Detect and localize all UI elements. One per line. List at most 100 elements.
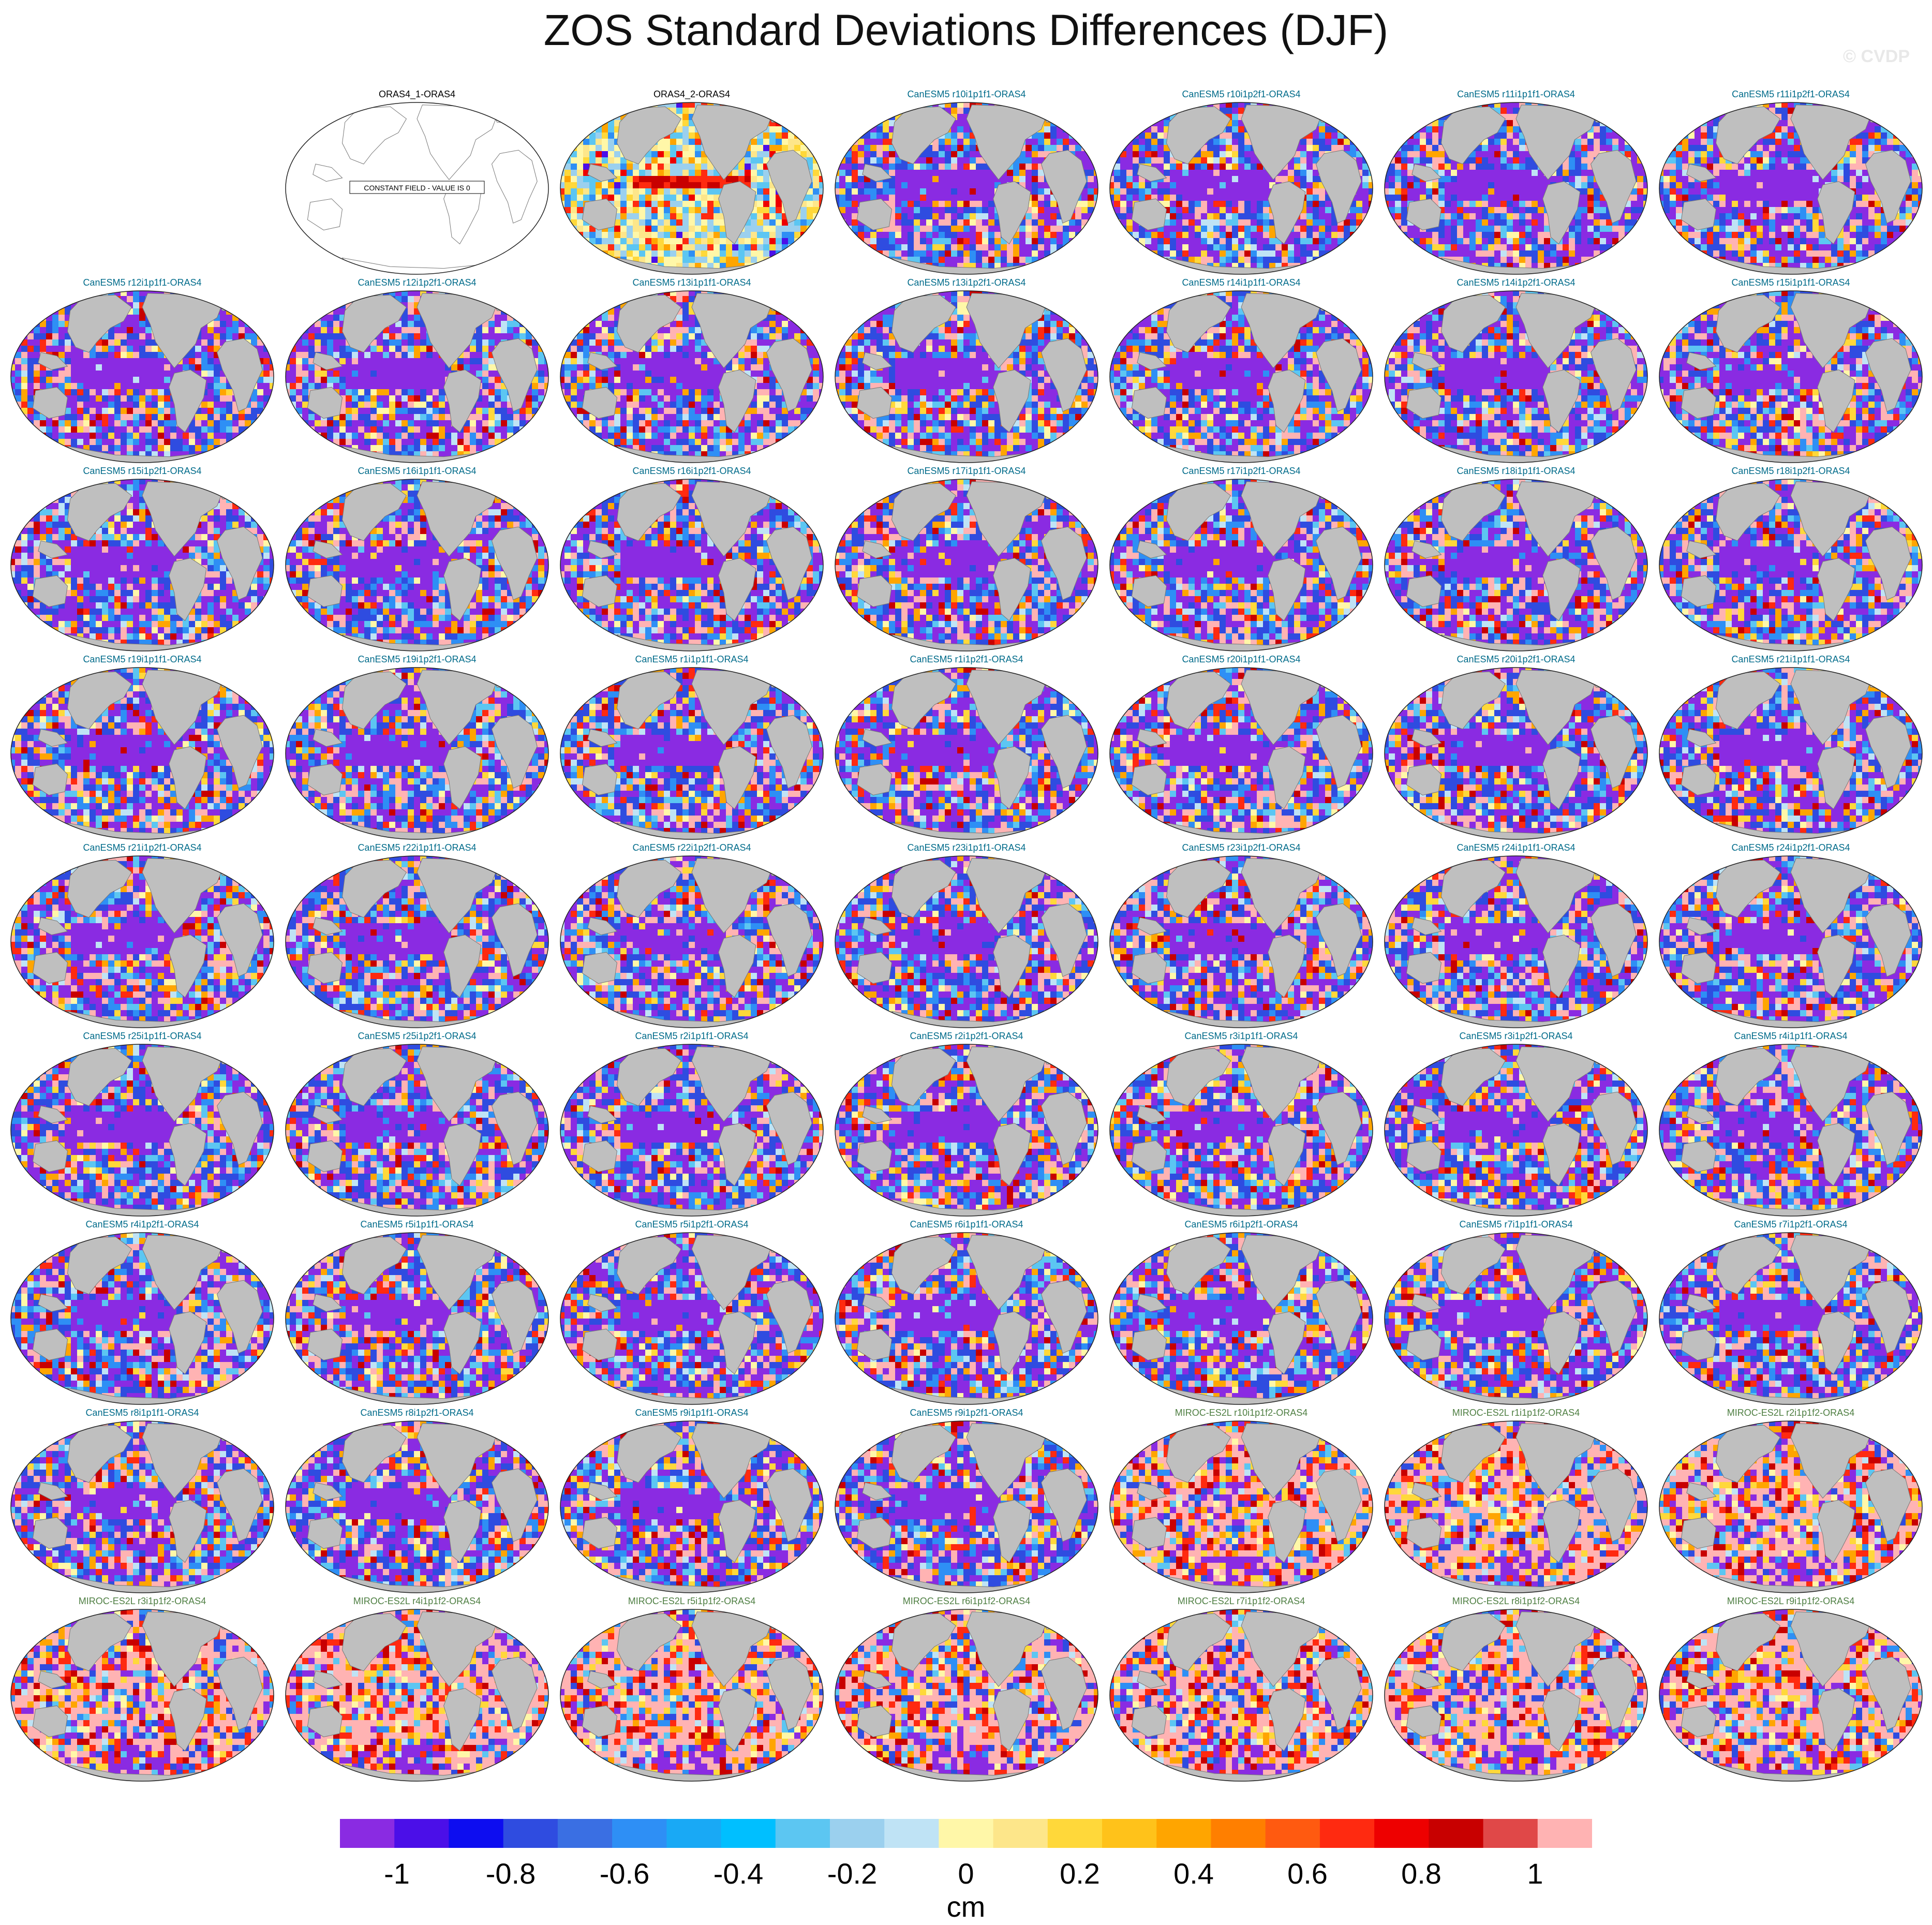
panel-title: CanESM5 r23i1p1f1-ORAS4 <box>833 842 1100 853</box>
panel-title: CanESM5 r9i1p1f1-ORAS4 <box>558 1408 825 1418</box>
colorbar-units: cm <box>0 1890 1932 1923</box>
map-plot <box>9 290 276 464</box>
panel-title: MIROC-ES2L r7i1p1f2-ORAS4 <box>1108 1596 1375 1607</box>
panel-title: MIROC-ES2L r2i1p1f2-ORAS4 <box>1657 1408 1924 1418</box>
panel-title: MIROC-ES2L r6i1p1f2-ORAS4 <box>833 1596 1100 1607</box>
panel-title: CanESM5 r8i1p1f1-ORAS4 <box>9 1408 276 1418</box>
panel-title: CanESM5 r6i1p1f1-ORAS4 <box>833 1219 1100 1230</box>
map-panel: CanESM5 r7i1p1f1-ORAS4 <box>1383 1219 1649 1406</box>
map-panel: MIROC-ES2L r8i1p1f2-ORAS4 <box>1383 1596 1649 1783</box>
map-plot <box>1108 478 1375 652</box>
map-plot <box>284 478 551 652</box>
map-plot <box>1108 1420 1375 1594</box>
map-panel: CanESM5 r17i1p2f1-ORAS4 <box>1108 466 1375 653</box>
map-panel: CanESM5 r25i1p1f1-ORAS4 <box>9 1031 276 1218</box>
map-panel: CanESM5 r19i1p2f1-ORAS4 <box>284 654 551 841</box>
map-panel: CanESM5 r15i1p1f1-ORAS4 <box>1657 277 1924 465</box>
colorbar-tick-label: 0.8 <box>1401 1857 1441 1890</box>
map-plot <box>1108 1043 1375 1217</box>
map-plot <box>284 1420 551 1594</box>
map-panel: CanESM5 r13i1p1f1-ORAS4 <box>558 277 825 465</box>
colorbar-swatch <box>449 1819 503 1848</box>
map-panel: CanESM5 r1i1p2f1-ORAS4 <box>833 654 1100 841</box>
map-plot <box>833 855 1100 1029</box>
constant-field-note: CONSTANT FIELD - VALUE IS 0 <box>364 184 470 192</box>
map-panel: CanESM5 r11i1p2f1-ORAS4 <box>1657 89 1924 276</box>
panel-title: MIROC-ES2L r10i1p1f2-ORAS4 <box>1108 1408 1375 1418</box>
panel-title: CanESM5 r22i1p1f1-ORAS4 <box>284 842 551 853</box>
panel-title: CanESM5 r8i1p2f1-ORAS4 <box>284 1408 551 1418</box>
map-plot <box>1383 1608 1649 1782</box>
colorbar-tick-label: 0.2 <box>1060 1857 1100 1890</box>
map-plot <box>9 1420 276 1594</box>
colorbar-swatch <box>1266 1819 1320 1848</box>
panel-title: MIROC-ES2L r8i1p1f2-ORAS4 <box>1383 1596 1649 1607</box>
panel-title: CanESM5 r6i1p2f1-ORAS4 <box>1108 1219 1375 1230</box>
map-plot <box>9 1232 276 1405</box>
colorbar-swatch <box>1538 1819 1592 1848</box>
map-panel: CanESM5 r15i1p2f1-ORAS4 <box>9 466 276 653</box>
panel-title: CanESM5 r17i1p1f1-ORAS4 <box>833 466 1100 477</box>
map-panel: CanESM5 r21i1p1f1-ORAS4 <box>1657 654 1924 841</box>
map-panel: CanESM5 r8i1p2f1-ORAS4 <box>284 1408 551 1595</box>
map-panel: CanESM5 r7i1p2f1-ORAS4 <box>1657 1219 1924 1406</box>
map-panel: MIROC-ES2L r1i1p1f2-ORAS4 <box>1383 1408 1649 1595</box>
panel-title: CanESM5 r13i1p2f1-ORAS4 <box>833 277 1100 288</box>
colorbar-tick-label: 0.4 <box>1173 1857 1214 1890</box>
map-panel: CanESM5 r5i1p2f1-ORAS4 <box>558 1219 825 1406</box>
map-panel: CanESM5 r23i1p1f1-ORAS4 <box>833 842 1100 1030</box>
colorbar-tick-label: -0.4 <box>714 1857 764 1890</box>
colorbar-swatch <box>1211 1819 1266 1848</box>
panel-title: CanESM5 r1i1p1f1-ORAS4 <box>558 654 825 665</box>
map-panel: CanESM5 r22i1p1f1-ORAS4 <box>284 842 551 1030</box>
map-plot <box>558 1608 825 1782</box>
panel-title: CanESM5 r18i1p1f1-ORAS4 <box>1383 466 1649 477</box>
map-panel: ORAS4_1-ORAS4 CONSTANT FIELD - VALUE IS 0 <box>284 89 551 276</box>
map-panel: CanESM5 r17i1p1f1-ORAS4 <box>833 466 1100 653</box>
colorbar-swatch <box>340 1819 395 1848</box>
panel-title: CanESM5 r2i1p2f1-ORAS4 <box>833 1031 1100 1042</box>
map-panel: CanESM5 r25i1p2f1-ORAS4 <box>284 1031 551 1218</box>
colorbar-swatch <box>394 1819 449 1848</box>
map-panel: CanESM5 r18i1p1f1-ORAS4 <box>1383 466 1649 653</box>
panel-title: CanESM5 r10i1p2f1-ORAS4 <box>1108 89 1375 100</box>
map-plot <box>833 290 1100 464</box>
map-plot <box>833 101 1100 275</box>
map-plot <box>284 290 551 464</box>
panel-title: CanESM5 r13i1p1f1-ORAS4 <box>558 277 825 288</box>
map-plot <box>9 1608 276 1782</box>
map-plot <box>1383 667 1649 840</box>
panel-title: CanESM5 r2i1p1f1-ORAS4 <box>558 1031 825 1042</box>
panel-title: CanESM5 r4i1p1f1-ORAS4 <box>1657 1031 1924 1042</box>
panel-title: CanESM5 r23i1p2f1-ORAS4 <box>1108 842 1375 853</box>
panel-title: CanESM5 r3i1p1f1-ORAS4 <box>1108 1031 1375 1042</box>
map-panel: CanESM5 r16i1p1f1-ORAS4 <box>284 466 551 653</box>
map-panel: MIROC-ES2L r3i1p1f2-ORAS4 <box>9 1596 276 1783</box>
panel-title: CanESM5 r11i1p2f1-ORAS4 <box>1657 89 1924 100</box>
panel-title: CanESM5 r20i1p2f1-ORAS4 <box>1383 654 1649 665</box>
colorbar-tick-label: -0.6 <box>600 1857 650 1890</box>
panel-title: CanESM5 r12i1p2f1-ORAS4 <box>284 277 551 288</box>
map-plot <box>558 101 825 275</box>
colorbar-swatch <box>1156 1819 1211 1848</box>
colorbar-tick-label: -1 <box>384 1857 410 1890</box>
map-plot: CONSTANT FIELD - VALUE IS 0 <box>284 101 551 275</box>
map-plot <box>558 478 825 652</box>
map-panel: CanESM5 r2i1p1f1-ORAS4 <box>558 1031 825 1218</box>
map-plot <box>558 855 825 1029</box>
map-panel: CanESM5 r23i1p2f1-ORAS4 <box>1108 842 1375 1030</box>
map-plot <box>1383 478 1649 652</box>
panel-title: CanESM5 r12i1p1f1-ORAS4 <box>9 277 276 288</box>
map-panel: CanESM5 r4i1p2f1-ORAS4 <box>9 1219 276 1406</box>
map-plot <box>1108 101 1375 275</box>
colorbar-swatch <box>1429 1819 1483 1848</box>
colorbar-swatch <box>939 1819 993 1848</box>
map-panel: CanESM5 r14i1p2f1-ORAS4 <box>1383 277 1649 465</box>
map-panel: CanESM5 r20i1p1f1-ORAS4 <box>1108 654 1375 841</box>
colorbar-tick-labels: -1 -0.8 -0.6 -0.4 -0.2 0 0.2 0.4 0.6 0.8 1 <box>0 1857 1932 1893</box>
panel-title: CanESM5 r20i1p1f1-ORAS4 <box>1108 654 1375 665</box>
panel-title: CanESM5 r22i1p2f1-ORAS4 <box>558 842 825 853</box>
map-panel: CanESM5 r9i1p2f1-ORAS4 <box>833 1408 1100 1595</box>
colorbar-swatch <box>666 1819 721 1848</box>
map-plot <box>284 855 551 1029</box>
